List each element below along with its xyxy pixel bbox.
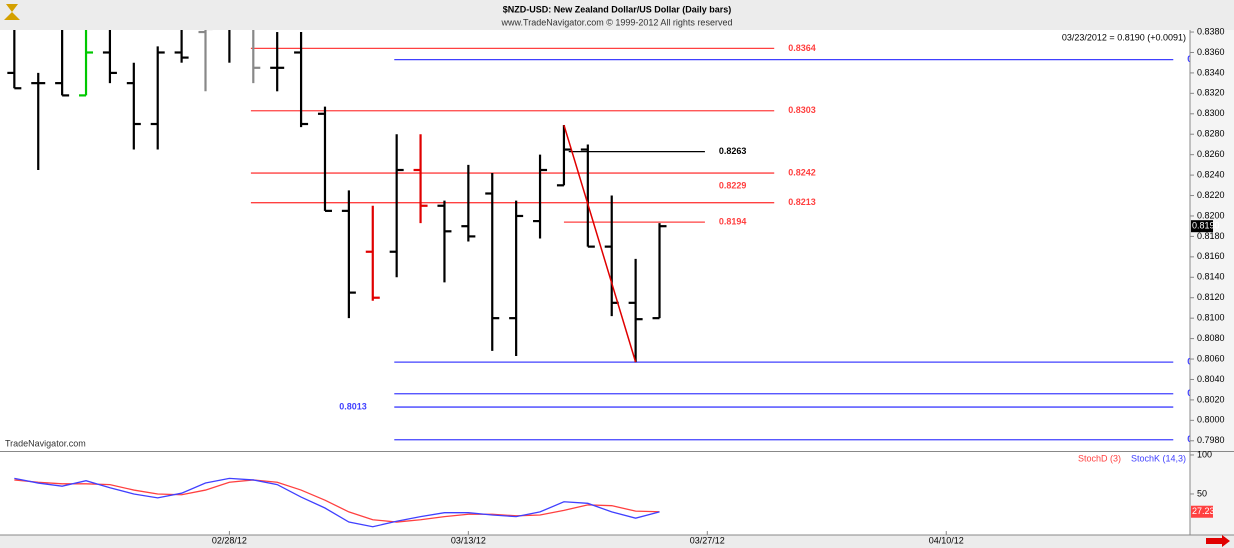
info: 03/23/2012 = 0.8190 (+0.0091) — [1062, 32, 1186, 42]
y-tick-label: 0.7980 — [1197, 435, 1225, 445]
subtitle: www.TradeNavigator.com © 1999-2012 All r… — [501, 17, 733, 27]
y-tick-label: 0.8220 — [1197, 190, 1225, 200]
y-tick-label: 0.8140 — [1197, 272, 1225, 282]
trendline — [563, 124, 637, 363]
level-label: 0.8194 — [719, 216, 747, 226]
y-tick-label: 0.8020 — [1197, 394, 1225, 404]
y-tick-label: 0.8340 — [1197, 67, 1225, 77]
stoch-line — [14, 477, 660, 528]
level-label: 0.8263 — [719, 146, 747, 156]
axis-bg — [1190, 30, 1234, 535]
level-label: 0.8242 — [788, 167, 816, 177]
x-tick-label: 03/13/12 — [451, 535, 486, 545]
y-tick-label: 0.8000 — [1197, 415, 1225, 425]
chart-title: $NZD-USD: New Zealand Dollar/US Dollar (… — [503, 4, 732, 14]
stoch-plot — [14, 477, 660, 528]
y-tick-label: 0.8040 — [1197, 374, 1225, 384]
y-tick-label: 0.8300 — [1197, 108, 1225, 118]
level-label: 0.7981 — [1187, 434, 1215, 444]
y-tick-label: 0.8320 — [1197, 88, 1225, 98]
y-tick-label: 0.8380 — [1197, 26, 1225, 36]
y-tick-label: 0.8120 — [1197, 292, 1225, 302]
level-label: 0.8026 — [1187, 388, 1215, 398]
level-label: 0.8057 — [1187, 356, 1215, 366]
level-label: 0.8364 — [788, 43, 816, 53]
level-label: 0.8353 — [1187, 54, 1215, 64]
x-tick-label: 02/28/12 — [212, 535, 247, 545]
level-label: 0.8229 — [719, 181, 747, 191]
legend-entry: StochK (14,3) — [1131, 453, 1186, 463]
y-tick-label: 100 — [1197, 449, 1212, 459]
price-plot: 0.8364 0.8353 0.8303 0.8263 0.8242 0.8229 0.82… — [7, 30, 1215, 444]
last-value-box — [1191, 505, 1213, 518]
y-tick-label: 0.8160 — [1197, 251, 1225, 261]
axes: 0.8380 0.8360 0.8340 0.8320 0.8300 0.8280 0.82… — [212, 26, 1225, 545]
y-tick-label: 0.8240 — [1197, 169, 1225, 179]
x-tick-label: 03/27/12 — [690, 535, 725, 545]
y-tick-label: 0.8360 — [1197, 47, 1225, 57]
level-label: 0.8303 — [788, 105, 816, 115]
y-tick-label: 0.8200 — [1197, 210, 1225, 220]
x-tick-label: 04/10/12 — [929, 535, 964, 545]
y-tick-label: 50 — [1197, 488, 1207, 498]
y-tick-label: 0.8180 — [1197, 231, 1225, 241]
watermark: TradeNavigator.com — [5, 438, 86, 448]
last-price-box — [1191, 220, 1213, 233]
header-bg — [0, 0, 1234, 30]
last-value-label: 27.23 — [1192, 506, 1215, 516]
level-label: 0.8013 — [339, 401, 367, 411]
last-price-label: 0.8190 — [1192, 221, 1220, 231]
legend-entry: StochD (3) — [1078, 453, 1121, 463]
y-tick-label: 0.8260 — [1197, 149, 1225, 159]
logo — [4, 4, 20, 20]
y-tick-label: 0.8280 — [1197, 129, 1225, 139]
stoch-line — [14, 479, 660, 523]
scroll-arrow[interactable] — [1206, 535, 1230, 547]
footer-bg — [0, 535, 1234, 548]
level-label: 0.8213 — [788, 197, 816, 207]
y-tick-label: 0.8100 — [1197, 313, 1225, 323]
y-tick-label: 0.8080 — [1197, 333, 1225, 343]
y-tick-label: 0.8060 — [1197, 353, 1225, 363]
